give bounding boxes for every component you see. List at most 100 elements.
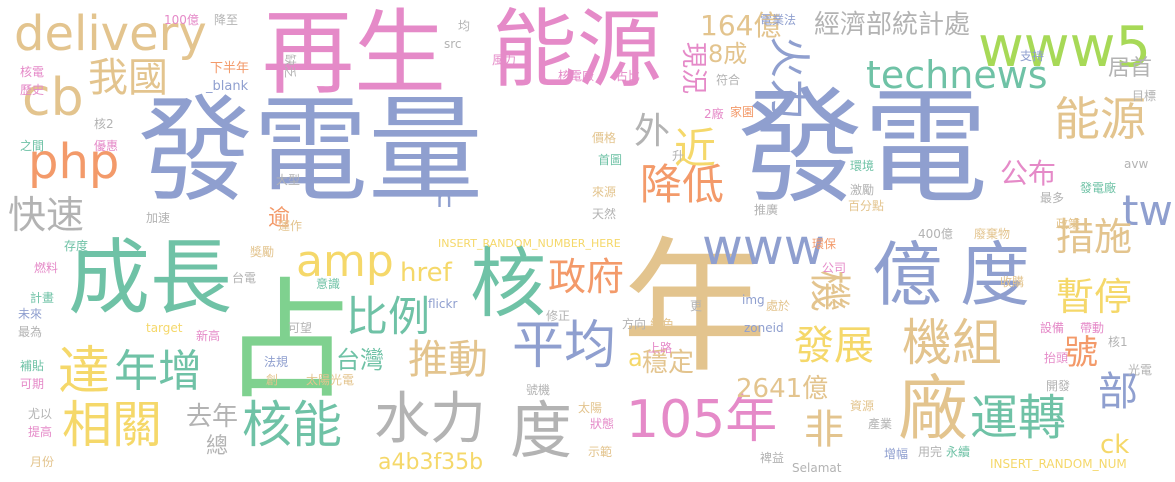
word-geng: 更 — [690, 299, 703, 313]
word-lishi: 歷史 — [20, 83, 45, 97]
word-insert-random-num: INSERT_RANDOM_NUM — [990, 457, 1127, 471]
word-jiage: 價格 — [592, 131, 617, 145]
word-daxing: 大型 — [276, 173, 301, 187]
word-he2: 核2 — [94, 117, 114, 131]
word-du: 度 — [960, 234, 1030, 316]
word-tuiguang: 推廣 — [754, 203, 779, 217]
word-jizu: 機組 — [902, 314, 1002, 372]
word-tuidong: 推動 — [408, 337, 488, 383]
word-wai: 外 — [634, 111, 671, 152]
word-wending: 穩定 — [642, 348, 695, 378]
word-feiqiwu: 廢棄物 — [974, 227, 1011, 241]
word-quefa: 缺乏 — [283, 54, 297, 79]
word-yuefen: 月份 — [30, 455, 55, 469]
word-zhuangtai: 狀態 — [590, 417, 615, 431]
word-zhanbi: 占比 — [616, 69, 641, 83]
word-zengfu: 增幅 — [884, 447, 909, 461]
word-ziyuan: 資源 — [850, 399, 875, 413]
word-pingjun: 平均 — [512, 316, 617, 376]
word-butie: 補貼 — [20, 359, 45, 373]
word-laiyuan: 來源 — [592, 185, 617, 199]
word-nianzeng: 年增 — [114, 346, 202, 397]
word-zhengce: 政策 — [1056, 217, 1081, 231]
word-100yi: 100億 — [164, 13, 199, 27]
word-fadian-liang: 發電量 — [138, 84, 484, 218]
word-insert-random-number-here: INSERT_RANDOM_NUMBER_HERE — [438, 237, 621, 250]
word-tianran: 天然 — [592, 207, 617, 221]
word-shoutu: 首圖 — [598, 153, 623, 167]
word-href: href — [400, 258, 452, 288]
word-shuili: 水力 — [374, 387, 486, 452]
word-nengyuan-big: 能源 — [492, 1, 663, 100]
word-jun: 均 — [458, 19, 471, 33]
word-kewang: 可望 — [288, 321, 313, 335]
word-xiabannian: 下半年 — [210, 61, 250, 76]
word-yi: 億 — [872, 234, 942, 316]
word-keqi: 可期 — [20, 377, 45, 391]
word-flickr: flickr — [428, 297, 458, 311]
word-kuaisu: 快速 — [8, 193, 85, 237]
word-yu: 逾 — [268, 206, 291, 231]
word-zoneid: zoneid — [744, 321, 784, 335]
word-fadianchang: 發電廠 — [1080, 181, 1117, 195]
word-tw: tw — [1122, 186, 1173, 235]
word-bu: 部 — [1098, 369, 1138, 415]
word-taiyang: 太陽 — [578, 401, 603, 415]
word-zuiduo: 最多 — [1040, 191, 1065, 205]
word-zanting: 暫停 — [1056, 275, 1133, 319]
word-a: a — [628, 344, 643, 372]
word-avw: avw — [1124, 157, 1149, 171]
word-fengli: 風力 — [492, 53, 517, 67]
word-mubiao: 目標 — [1132, 89, 1157, 103]
word-xiankuang: 現況 — [678, 42, 708, 95]
word-he1: 核1 — [1108, 335, 1128, 349]
word-8cheng: 8成 — [708, 40, 748, 68]
word-chengzhang: 成長 — [68, 231, 233, 326]
word-fazhan: 發展 — [794, 323, 874, 369]
word-nian: 年 — [622, 224, 767, 393]
word-zong: 總 — [206, 434, 229, 459]
word-dianyefa: 電業法 — [760, 13, 797, 27]
word-jiangli: 獎勵 — [250, 245, 275, 259]
word-www: www — [702, 218, 825, 276]
word-2641yi: 2641億 — [736, 374, 829, 404]
word-jiangzhi: 降至 — [214, 13, 239, 27]
word-shifan: 示範 — [588, 445, 613, 459]
word-fei: 非 — [804, 407, 844, 453]
word-gongsi: 公司 — [822, 261, 847, 275]
word-gongbu: 公布 — [1000, 157, 1057, 190]
word-heneng: 核能 — [242, 396, 342, 454]
word-delivery: delivery — [14, 6, 207, 62]
word-huanjing: 環境 — [850, 159, 875, 173]
word-target: target — [146, 321, 183, 335]
word-105nian: 105年 — [626, 390, 778, 450]
word-da: 達 — [58, 342, 111, 402]
word-img: img — [742, 293, 765, 307]
word-shanglu: 上路 — [648, 341, 673, 355]
word-chanye: 產業 — [868, 417, 893, 431]
word-164yi: 164億 — [700, 9, 782, 42]
word-blank: _blank — [206, 79, 249, 94]
word-fuhe: 符合 — [716, 73, 741, 87]
word-yongwan: 用完 — [918, 445, 943, 459]
word-amp: amp — [296, 236, 394, 287]
word-kaifa: 開發 — [1046, 379, 1071, 393]
word-jiangdi: 降低 — [640, 160, 725, 209]
word-youyi: 尤以 — [28, 407, 53, 421]
word-chang: 廠 — [898, 368, 968, 450]
word-ck: ck — [1100, 430, 1130, 460]
word-nengyuan-small: 能源 — [1054, 92, 1146, 146]
word-bili: 比例 — [346, 292, 431, 341]
word-hao: 號 — [1064, 333, 1098, 373]
word-he: 核 — [470, 239, 546, 328]
word-n: n — [436, 184, 453, 214]
word-sheng: 升 — [672, 149, 685, 163]
word-huoli: 火力 — [765, 36, 814, 121]
word-selamat: Selamat — [792, 461, 842, 475]
word-fadian: 發電 — [738, 76, 988, 221]
word-ji: 機 — [805, 270, 854, 313]
word-tigao: 提高 — [28, 425, 53, 439]
word-baifendian: 百分點 — [848, 199, 885, 213]
word-jushou: 居首 — [1108, 56, 1153, 81]
word-qunian: 去年 — [186, 402, 239, 432]
